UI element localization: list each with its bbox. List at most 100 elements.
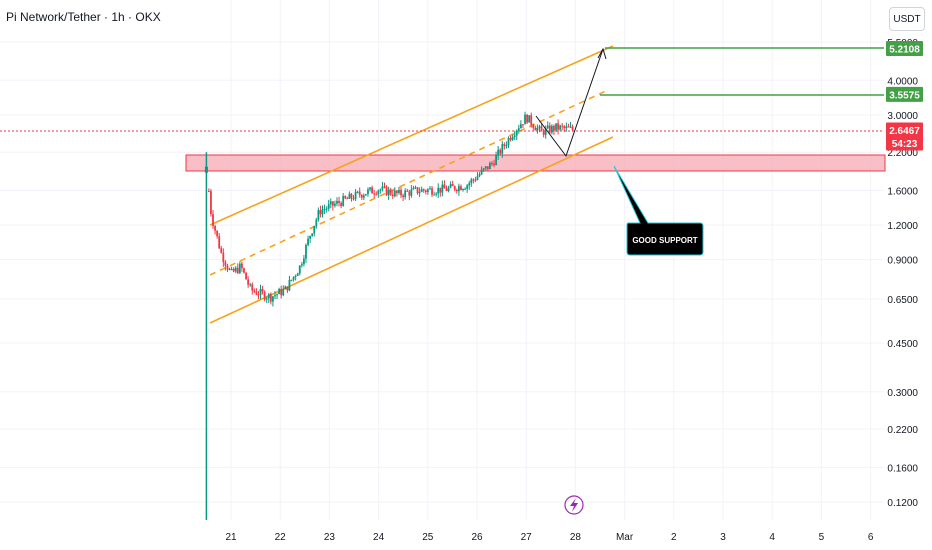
candle-body: [553, 125, 555, 131]
candle-body: [569, 126, 572, 128]
grid-lines: [0, 0, 884, 520]
candle-body: [255, 291, 258, 295]
support-zone: [185, 154, 886, 172]
candle-body: [462, 189, 464, 191]
candle-body: [228, 269, 231, 271]
candle-body: [340, 202, 343, 206]
y-tick-label: 1.6000: [887, 186, 918, 197]
candle-body: [532, 124, 535, 128]
candle-body: [445, 188, 448, 191]
candle-body: [319, 210, 322, 215]
candle-body: [309, 235, 312, 239]
countdown-label: 54:23: [892, 139, 918, 150]
candlestick-series: [204, 111, 574, 520]
candle-body: [561, 125, 564, 127]
candle-body: [466, 185, 469, 189]
candle-body: [385, 186, 388, 196]
x-tick-label: 3: [720, 532, 726, 543]
x-tick-label: 5: [819, 532, 825, 543]
y-tick-label: 0.1200: [887, 498, 918, 509]
candle-body: [263, 291, 266, 300]
x-tick-label: Mar: [616, 532, 634, 543]
candle-body: [280, 289, 283, 296]
candle-body: [406, 190, 409, 192]
candle-body: [323, 209, 326, 211]
y-axis[interactable]: 5.50004.00003.00002.20001.60001.20000.90…: [887, 38, 918, 509]
candle-body: [352, 198, 355, 200]
candle-body: [218, 236, 221, 249]
candle-body: [358, 191, 361, 195]
candle-body: [331, 201, 334, 206]
candle-body: [522, 124, 524, 126]
candle-body: [530, 115, 533, 125]
candle-body: [488, 163, 491, 170]
candle-body: [241, 263, 243, 269]
x-tick-label: 22: [275, 532, 287, 543]
candle-body: [220, 248, 223, 253]
candle-body: [278, 289, 281, 295]
price-badge: [886, 86, 923, 102]
candle-body: [311, 233, 314, 236]
candle-body: [267, 294, 270, 299]
candle-body: [204, 166, 208, 173]
candle-body: [305, 245, 307, 259]
candle-body: [503, 144, 506, 146]
candle-body: [451, 184, 454, 187]
candle-body: [548, 125, 551, 133]
candle-body: [327, 204, 330, 209]
candle-body: [298, 265, 301, 274]
candle-body: [437, 187, 440, 194]
candle-body: [290, 279, 293, 281]
candle-body: [563, 126, 566, 129]
candle-body: [422, 189, 425, 191]
candle-body: [210, 191, 212, 215]
candle-body: [317, 210, 320, 220]
price-badge-label: 5.2108: [889, 44, 920, 55]
candle-body: [507, 137, 510, 146]
candle-body: [224, 262, 227, 266]
price-badge-label: 2.6467: [889, 126, 920, 137]
candle-body: [491, 163, 493, 165]
price-badge: [886, 122, 923, 151]
y-tick-label: 2.2000: [887, 148, 918, 159]
candle-body: [257, 294, 260, 296]
candle-body: [214, 225, 216, 231]
candle-body: [536, 127, 539, 131]
candle-body: [232, 268, 235, 272]
x-tick-label: 4: [769, 532, 775, 543]
candle-body: [524, 114, 526, 125]
candle-body: [389, 189, 392, 195]
currency-unit-button[interactable]: USDT: [889, 7, 925, 31]
x-tick-label: 21: [225, 532, 237, 543]
candle-body: [528, 115, 531, 123]
candle-body: [222, 252, 225, 263]
x-axis[interactable]: 21 22 23 24 25 26 27 28 Mar 2 3 4 5 6: [225, 532, 873, 543]
candle-body: [367, 189, 369, 195]
y-tick-label: 1.2000: [887, 221, 918, 232]
candle-body: [476, 176, 479, 180]
candle-body: [420, 189, 423, 192]
x-tick-label: 2: [671, 532, 677, 543]
candle-body: [315, 219, 318, 227]
candle-body: [212, 214, 214, 226]
candle-body: [429, 188, 431, 190]
candle-body: [338, 200, 340, 203]
x-tick-label: 24: [373, 532, 385, 543]
y-tick-label: 0.1600: [887, 463, 918, 474]
candle-body: [276, 294, 278, 296]
x-tick-label: 23: [324, 532, 336, 543]
candle-body: [269, 294, 272, 302]
candle-body: [505, 145, 508, 147]
candle-body: [253, 290, 256, 292]
candle-body: [493, 163, 495, 166]
candle-body: [567, 126, 570, 128]
candle-body: [540, 126, 543, 131]
candle-body: [356, 191, 359, 193]
candle-body: [387, 189, 390, 196]
candle-body: [408, 191, 411, 196]
lightning-icon: [570, 498, 578, 512]
candle-body: [354, 191, 357, 200]
candle-body: [274, 295, 276, 297]
candle-body: [546, 125, 549, 129]
